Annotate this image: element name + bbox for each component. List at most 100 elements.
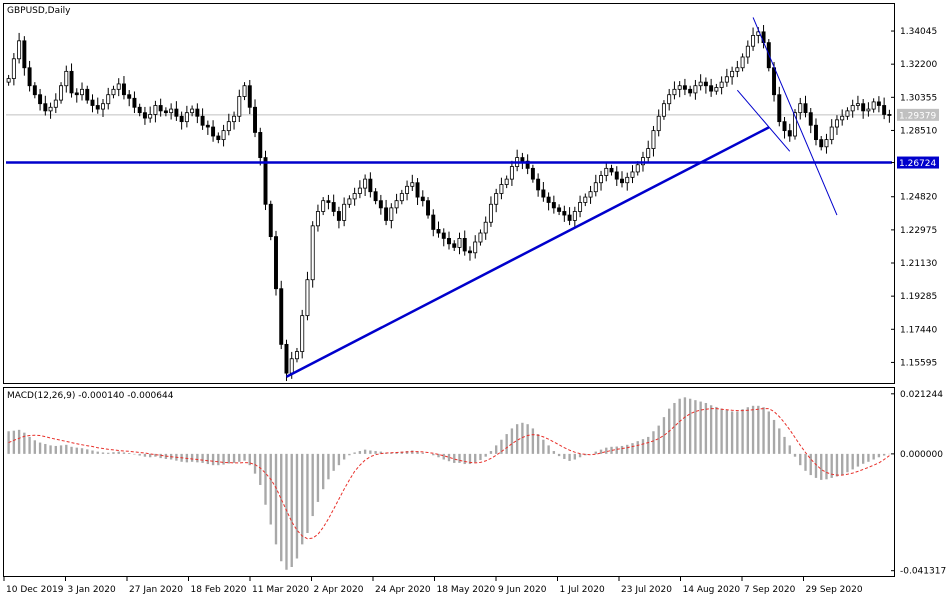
macd-signal-line bbox=[8, 408, 890, 540]
candle bbox=[861, 99, 866, 119]
candle-body-bull bbox=[11, 58, 16, 79]
candle-body-bull bbox=[735, 67, 740, 72]
macd-tick-label: 0.021244 bbox=[900, 390, 943, 400]
candle bbox=[405, 180, 410, 201]
candle-body-bull bbox=[321, 200, 326, 212]
candle-body-bull bbox=[641, 157, 645, 166]
candle-body-bull bbox=[730, 70, 735, 78]
time-tick-label: 23 Jul 2020 bbox=[621, 585, 672, 595]
candle-body-bear bbox=[782, 121, 787, 132]
candle-body-bear bbox=[876, 101, 881, 106]
candle bbox=[373, 188, 378, 205]
candle-body-bear bbox=[174, 108, 179, 117]
candle-body-bull bbox=[630, 171, 635, 178]
candle bbox=[488, 196, 493, 227]
candle-body-bull bbox=[509, 166, 514, 180]
candle bbox=[614, 166, 619, 186]
candle-body-bear bbox=[787, 130, 792, 137]
candle-body-bear bbox=[772, 67, 777, 96]
candle-body-bear bbox=[247, 85, 252, 108]
macd-tick-label: -0.041317 bbox=[900, 567, 946, 577]
current-price-label: 1.29379 bbox=[899, 111, 936, 121]
candle-body-bear bbox=[520, 157, 525, 162]
candle-body-bear bbox=[426, 200, 431, 216]
candle bbox=[667, 88, 672, 111]
level-badge: 1.26724 bbox=[897, 156, 939, 169]
candle bbox=[211, 120, 216, 142]
candle-body-bear bbox=[808, 112, 813, 126]
candle bbox=[342, 197, 347, 227]
candle-body-bear bbox=[861, 103, 866, 112]
candle bbox=[672, 81, 677, 100]
candle bbox=[834, 115, 839, 135]
candle bbox=[174, 101, 179, 121]
candle-body-bear bbox=[284, 343, 289, 374]
candle-body-bull bbox=[310, 225, 315, 281]
candle bbox=[410, 174, 415, 191]
time-tick-label: 2 Apr 2020 bbox=[314, 585, 364, 595]
candle bbox=[620, 171, 624, 188]
candle-body-bull bbox=[53, 99, 58, 108]
candle-body-bear bbox=[95, 105, 100, 110]
price-tick-label: 1.32200 bbox=[900, 60, 937, 70]
candle-body-bear bbox=[195, 108, 200, 117]
candle bbox=[845, 107, 850, 120]
candle-body-bull bbox=[845, 110, 850, 117]
candle bbox=[226, 113, 231, 136]
candle-body-bear bbox=[74, 92, 79, 96]
candle-body-bull bbox=[410, 182, 415, 187]
candle bbox=[431, 209, 436, 237]
price-tick-label: 1.15595 bbox=[900, 358, 937, 368]
candle bbox=[378, 194, 383, 215]
candle-body-bull bbox=[80, 88, 84, 96]
candle-body-bull bbox=[829, 126, 834, 141]
candle-body-bear bbox=[614, 171, 619, 180]
candle-body-bear bbox=[263, 157, 268, 205]
candle bbox=[305, 271, 310, 321]
candle-body-bull bbox=[184, 112, 189, 123]
candle-body-bear bbox=[132, 97, 137, 108]
price-panel bbox=[6, 17, 892, 382]
candle-body-bull bbox=[840, 115, 845, 121]
candle-body-bull bbox=[399, 193, 404, 202]
candle-body-bull bbox=[646, 148, 651, 158]
candle-body-bear bbox=[378, 200, 383, 209]
candle-body-bull bbox=[593, 182, 598, 193]
candle-body-bear bbox=[127, 94, 132, 99]
candle bbox=[352, 187, 357, 206]
candle-body-bear bbox=[331, 202, 336, 212]
time-tick-label: 14 Aug 2020 bbox=[683, 585, 741, 595]
candle bbox=[106, 87, 111, 110]
candle bbox=[384, 199, 389, 226]
falling-channel-upper-line bbox=[752, 17, 838, 216]
candle-body-bull bbox=[64, 70, 69, 87]
candle bbox=[887, 109, 892, 123]
candle-body-bull bbox=[300, 315, 305, 352]
candle bbox=[242, 82, 247, 101]
candle bbox=[368, 172, 373, 198]
candle-body-bear bbox=[326, 200, 331, 203]
candle-body-bear bbox=[268, 203, 273, 238]
candle-body-bull bbox=[834, 119, 839, 128]
candle-body-bear bbox=[452, 243, 457, 248]
candle bbox=[751, 27, 756, 51]
candle bbox=[646, 140, 651, 163]
candle-body-bear bbox=[420, 196, 425, 202]
candle bbox=[284, 339, 289, 382]
candle bbox=[111, 85, 116, 99]
candle-body-bear bbox=[530, 167, 535, 180]
candle bbox=[158, 98, 163, 117]
candle-body-bear bbox=[803, 103, 808, 114]
candle-body-bull bbox=[740, 56, 745, 69]
candle bbox=[530, 164, 535, 183]
candle-body-bear bbox=[38, 94, 43, 105]
candle-body-bull bbox=[850, 105, 855, 112]
candle-body-bull bbox=[221, 130, 226, 141]
candle bbox=[153, 100, 158, 123]
time-tick-label: 24 Apr 2020 bbox=[375, 585, 431, 595]
candle-body-bull bbox=[48, 106, 53, 112]
time-tick-label: 1 Jul 2020 bbox=[560, 585, 605, 595]
candle bbox=[457, 232, 462, 255]
candle bbox=[551, 195, 556, 214]
